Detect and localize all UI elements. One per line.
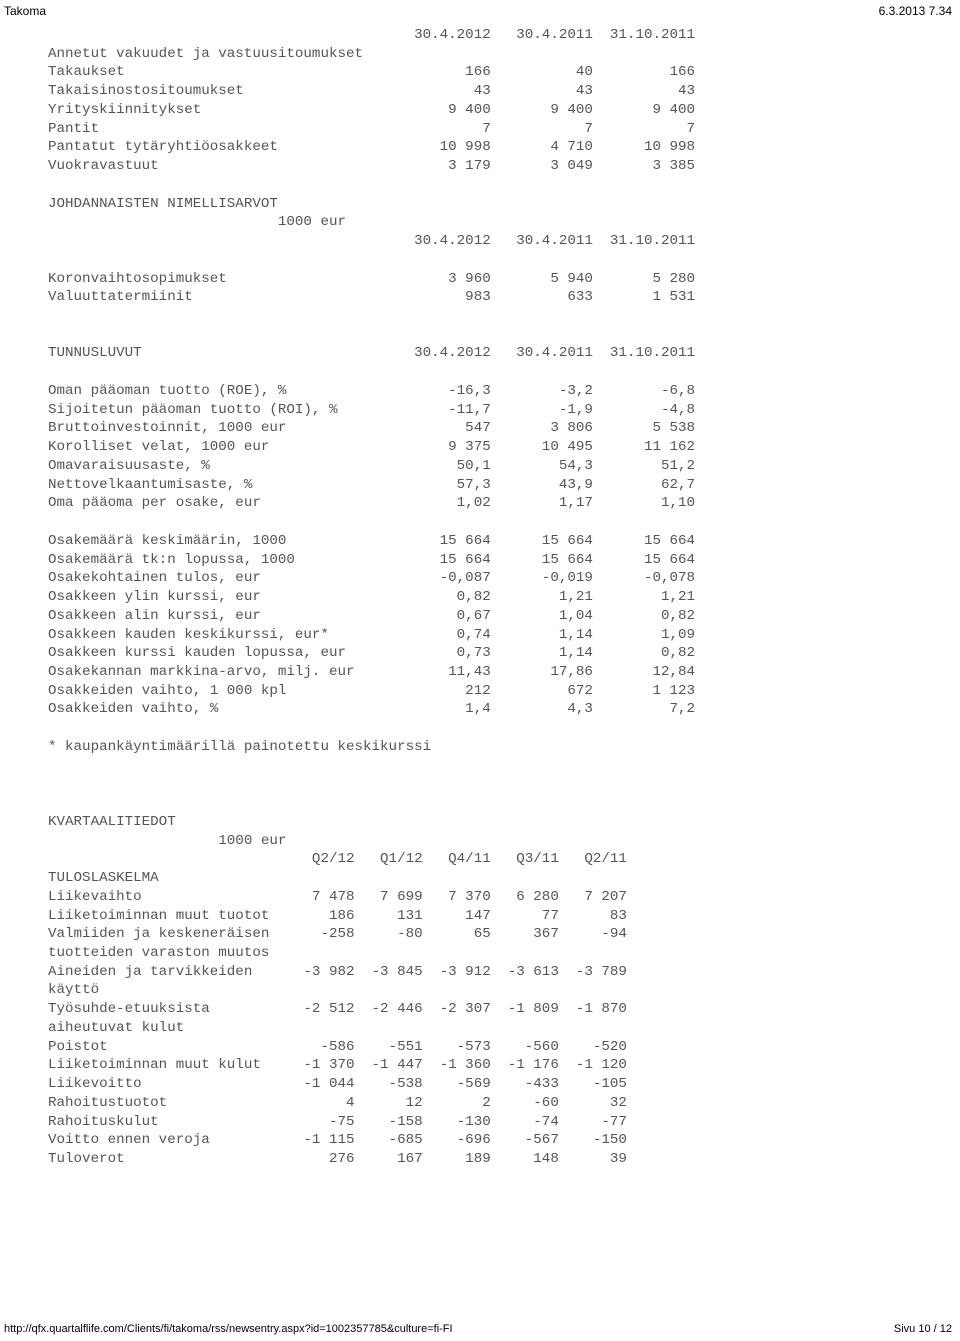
footer-url: http://qfx.quartalflife.com/Clients/fi/t… (4, 1323, 453, 1335)
header-left: Takoma (4, 4, 46, 18)
page-header: Takoma 6.3.2013 7.34 (0, 0, 960, 26)
header-right: 6.3.2013 7.34 (879, 4, 952, 18)
document-body: 30.4.2012 30.4.2011 31.10.2011 Annetut v… (0, 26, 960, 1169)
footer-page: Sivu 10 / 12 (894, 1323, 952, 1335)
page-footer: http://qfx.quartalflife.com/Clients/fi/t… (4, 1323, 952, 1335)
